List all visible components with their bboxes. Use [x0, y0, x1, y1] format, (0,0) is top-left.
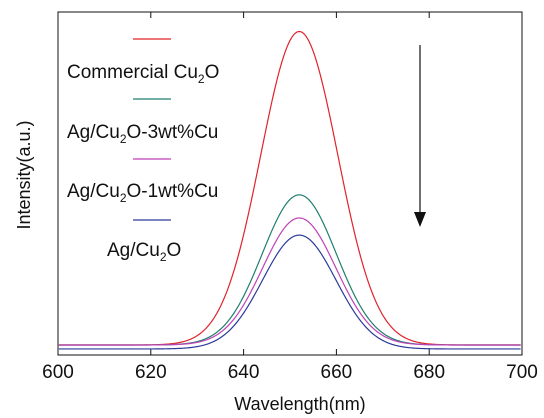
x-tick-label: 680	[413, 362, 445, 383]
series-line-2	[58, 194, 521, 346]
legend-label-text-tail: O-3wt%Cu	[127, 122, 219, 143]
legend-label-text: Commercial Cu	[67, 62, 198, 83]
legend-label-text: Ag/Cu	[67, 122, 120, 143]
legend-label-text: Ag/Cu	[107, 240, 160, 261]
series-lines	[58, 30, 521, 350]
legend: Commercial Cu2OAg/Cu2O-3wt%CuAg/Cu2O-1wt…	[67, 38, 219, 264]
legend-label-text-tail: O	[205, 62, 220, 83]
x-tick-label: 620	[135, 362, 167, 383]
x-axis-title: Wavelength(nm)	[234, 394, 365, 414]
legend-label-text-tail: O-1wt%Cu	[127, 181, 219, 202]
plot-frame	[57, 11, 523, 356]
legend-label-subscript: 2	[120, 132, 127, 146]
arrow-annotation	[414, 45, 426, 227]
legend-label-2: Ag/Cu2O-3wt%Cu	[67, 122, 218, 146]
x-ticks: 600 620 640 660 680 700	[42, 12, 538, 383]
series-line-3	[58, 217, 521, 346]
legend-label-text-tail: O	[167, 240, 182, 261]
legend-label-subscript: 2	[198, 72, 205, 86]
arrow-head	[414, 212, 426, 227]
legend-label-text: Ag/Cu	[67, 181, 120, 202]
series-line-4	[58, 234, 521, 350]
x-tick-label: 660	[321, 362, 353, 383]
legend-label-subscript: 2	[160, 250, 167, 264]
x-axis-title-main: Wavelength	[234, 394, 328, 414]
legend-label-4: Ag/Cu2O	[107, 240, 181, 264]
x-tick-label: 700	[506, 362, 538, 383]
x-tick-label: 600	[42, 362, 74, 383]
y-axis-title: Intensity(a.u.)	[14, 120, 34, 229]
legend-label-subscript: 2	[120, 191, 127, 205]
x-axis-title-unit: (nm)	[329, 394, 366, 414]
x-tick-label: 640	[228, 362, 260, 383]
legend-label-3: Ag/Cu2O-1wt%Cu	[67, 181, 218, 205]
legend-label-1: Commercial Cu2O	[67, 62, 219, 86]
